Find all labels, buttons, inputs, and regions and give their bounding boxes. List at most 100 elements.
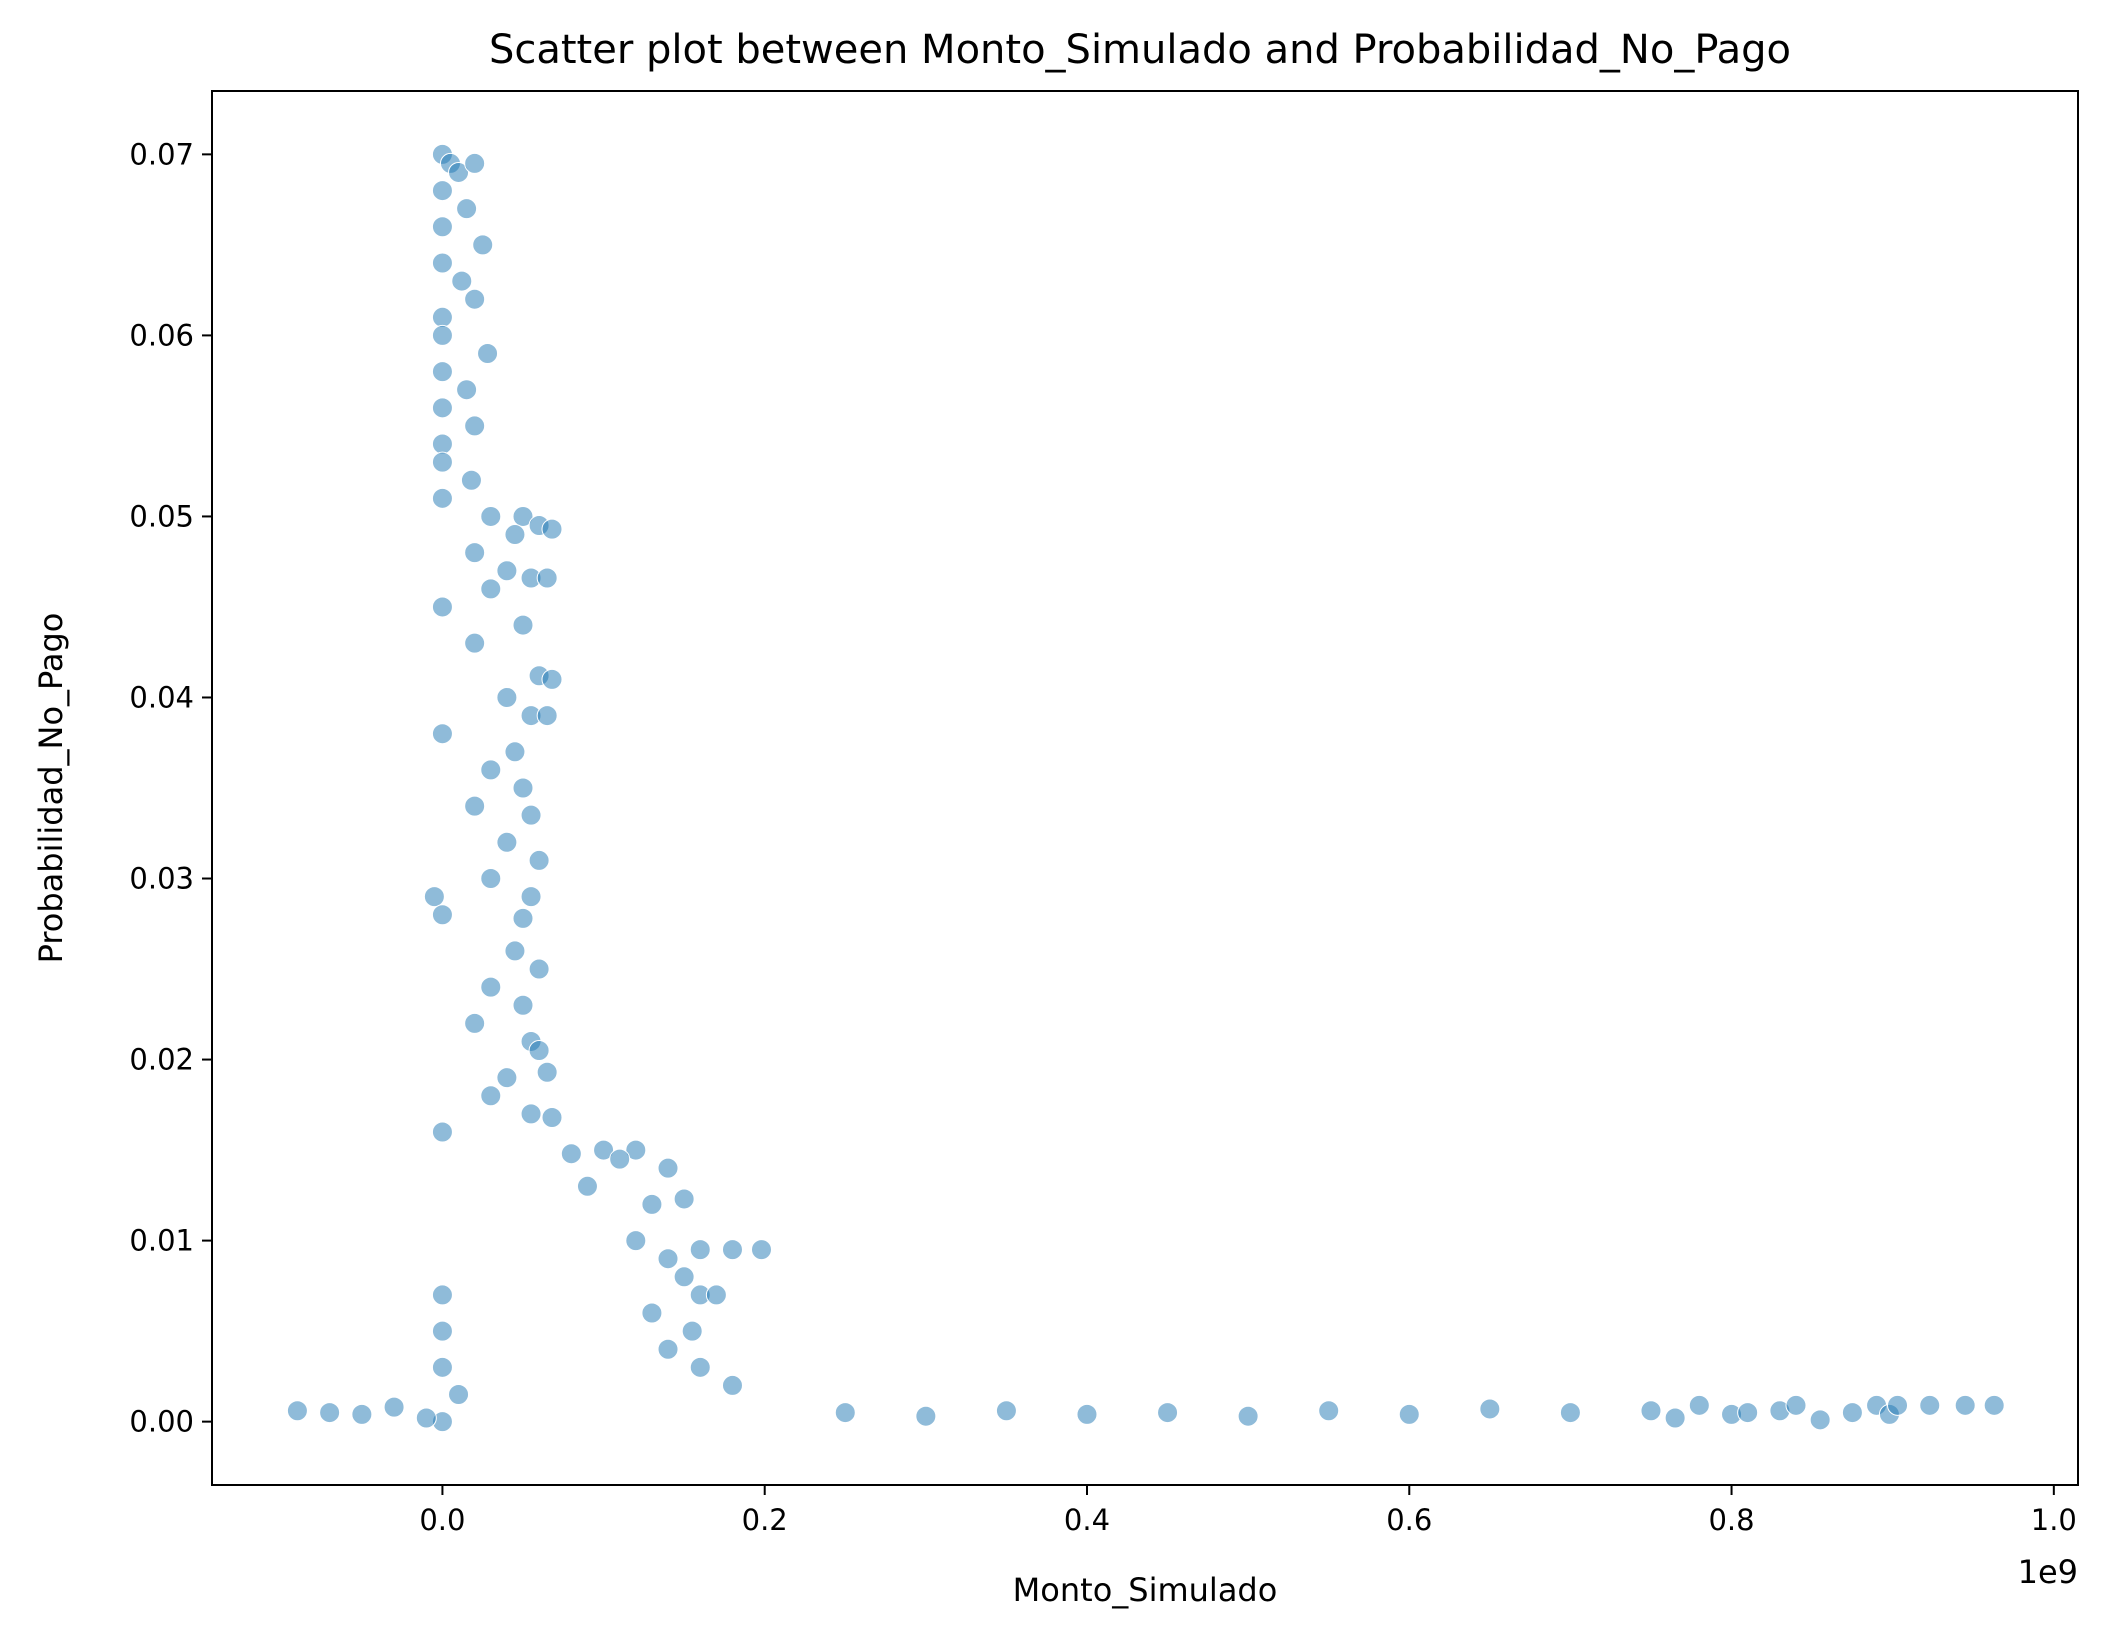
scatter-point <box>431 433 453 455</box>
scatter-point <box>528 1040 550 1062</box>
scatter-point <box>456 379 478 401</box>
y-tick-label: 0.01 <box>129 1224 194 1258</box>
scatter-point <box>721 1239 743 1261</box>
scatter-point <box>431 904 453 926</box>
scatter-point <box>496 831 518 853</box>
scatter-point <box>520 1103 542 1125</box>
y-tick-label: 0.03 <box>129 862 194 896</box>
x-axis-ticks: 0.0 0.2 0.4 0.6 0.8 1.0 <box>419 1485 2077 1537</box>
scatter-point <box>536 567 558 589</box>
scatter-point <box>576 1175 598 1197</box>
scatter-point <box>536 1061 558 1083</box>
scatter-point <box>1664 1407 1686 1429</box>
chart-title: Scatter plot between Monto_Simulado and … <box>489 27 1791 73</box>
x-tick-label: 0.6 <box>1386 1503 1432 1537</box>
scatter-point <box>431 487 453 509</box>
scatter-point <box>1737 1402 1759 1424</box>
scatter-point <box>1640 1400 1662 1422</box>
scatter-point <box>520 804 542 826</box>
scatter-point <box>536 705 558 727</box>
scatter-point <box>1318 1400 1340 1422</box>
scatter-point <box>460 469 482 491</box>
axes-frame <box>211 90 2079 1486</box>
scatter-point <box>1076 1403 1098 1425</box>
scatter-point <box>520 886 542 908</box>
scatter-point <box>431 324 453 346</box>
scatter-point <box>383 1396 405 1418</box>
x-tick-label: 0.2 <box>742 1503 788 1537</box>
scatter-point <box>1237 1405 1259 1427</box>
scatter-point <box>641 1193 663 1215</box>
scatter-point <box>431 216 453 238</box>
scatter-point <box>834 1402 856 1424</box>
scatter-point <box>528 958 550 980</box>
scatter-point <box>480 759 502 781</box>
scatter-point <box>512 505 534 527</box>
x-tick-label: 0.0 <box>419 1503 465 1537</box>
scatter-point <box>464 1012 486 1034</box>
scatter-point <box>456 198 478 220</box>
scatter-point <box>689 1239 711 1261</box>
scatter-point <box>528 849 550 871</box>
scatter-point <box>1954 1394 1976 1416</box>
scatter-point <box>464 542 486 564</box>
y-tick-label: 0.07 <box>129 137 194 171</box>
scatter-point <box>512 994 534 1016</box>
scatter-point <box>480 578 502 600</box>
scatter-point <box>673 1188 695 1210</box>
scatter-point <box>286 1400 308 1422</box>
scatter-point <box>1919 1394 1941 1416</box>
scatter-point <box>431 596 453 618</box>
scatter-point <box>431 1121 453 1143</box>
scatter-point <box>431 1284 453 1306</box>
scatter-point <box>451 270 473 292</box>
x-tick-label: 0.8 <box>1708 1503 1754 1537</box>
scatter-point <box>496 1067 518 1089</box>
scatter-point <box>915 1405 937 1427</box>
scatter-point <box>1841 1402 1863 1424</box>
scatter-point <box>448 1383 470 1405</box>
scatter-point <box>1559 1402 1581 1424</box>
scatter-point <box>1785 1394 1807 1416</box>
scatter-point <box>625 1139 647 1161</box>
scatter-point <box>641 1302 663 1324</box>
scatter-point <box>1887 1394 1909 1416</box>
scatter-point <box>319 1402 341 1424</box>
scatter-point <box>609 1148 631 1170</box>
scatter-point <box>464 415 486 437</box>
scatter-point <box>541 1106 563 1128</box>
x-tick-label: 1.0 <box>2031 1503 2077 1537</box>
scatter-point <box>995 1400 1017 1422</box>
scatter-point <box>512 777 534 799</box>
scatter-point <box>472 234 494 256</box>
scatter-point <box>673 1266 695 1288</box>
scatter-point <box>431 361 453 383</box>
scatter-point <box>504 940 526 962</box>
scatter-point <box>464 795 486 817</box>
scatter-point <box>657 1248 679 1270</box>
scatter-point <box>431 1356 453 1378</box>
scatter-point <box>541 668 563 690</box>
scatter-point <box>464 288 486 310</box>
scatter-point <box>657 1157 679 1179</box>
scatter-point <box>464 152 486 174</box>
y-tick-label: 0.04 <box>129 680 194 714</box>
scatter-point <box>480 1085 502 1107</box>
points-layer <box>286 143 2005 1433</box>
scatter-point <box>480 505 502 527</box>
scatter-point <box>431 306 453 328</box>
scatter-point <box>1809 1409 1831 1431</box>
x-axis-label: Monto_Simulado <box>1013 1571 1278 1609</box>
scatter-point <box>431 180 453 202</box>
scatter-point <box>689 1356 711 1378</box>
scatter-point <box>415 1407 437 1429</box>
scatter-point <box>431 397 453 419</box>
y-axis-label: Probabilidad_No_Pago <box>32 613 70 964</box>
scatter-point <box>496 560 518 582</box>
scatter-point <box>504 524 526 546</box>
scatter-point <box>423 886 445 908</box>
scatter-point <box>351 1403 373 1425</box>
scatter-point <box>625 1230 647 1252</box>
x-axis-offset-text: 1e9 <box>2018 1553 2078 1591</box>
